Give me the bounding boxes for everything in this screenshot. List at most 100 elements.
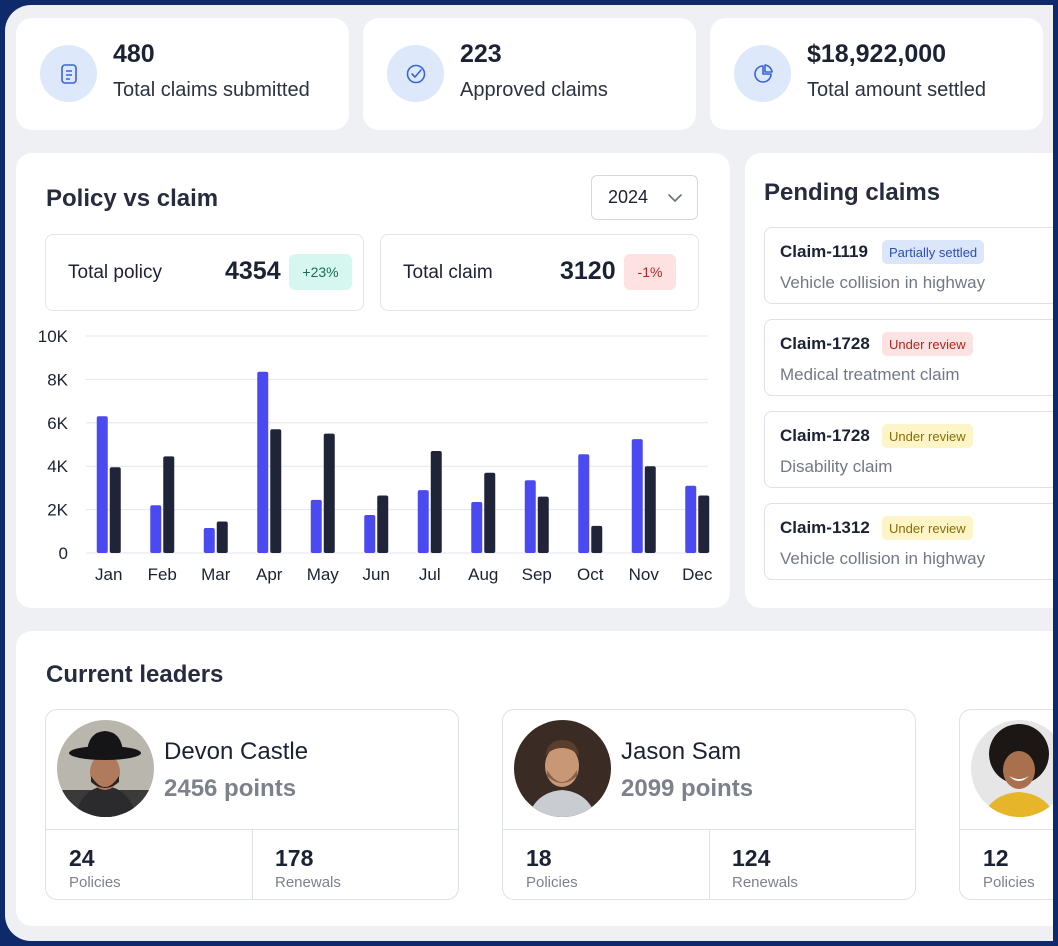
claim-id: Claim-1119 [780, 242, 868, 261]
bar-policy[interactable] [150, 505, 162, 553]
bar-policy[interactable] [257, 371, 269, 553]
bar-claim[interactable] [537, 496, 549, 553]
total-policy-metric: Total policy 4354 +23% [45, 234, 364, 311]
divider [46, 829, 458, 830]
dashboard-frame: 480 Total claims submitted 223 Approved … [5, 5, 1053, 941]
x-tick-label: Sep [522, 565, 552, 584]
x-tick-label: Aug [468, 565, 498, 584]
pending-claims-card: Pending claims Claim-1119 Partially sett… [745, 153, 1053, 608]
stat-label: Total claims submitted [113, 79, 310, 101]
pie-chart-icon [734, 45, 791, 102]
x-tick-label: Mar [201, 565, 231, 584]
policies-count: 18 [526, 845, 552, 871]
bar-claim[interactable] [163, 456, 175, 553]
y-tick-label: 8K [47, 370, 68, 389]
status-badge: Partially settled [882, 240, 985, 264]
divider [709, 830, 710, 899]
stat-card-amount-settled: $18,922,000 Total amount settled [710, 18, 1043, 130]
total-claim-metric: Total claim 3120 -1% [380, 234, 699, 311]
bar-claim[interactable] [484, 472, 496, 553]
leader-card[interactable]: Jason Sam 2099 points 18 Policies 124 Re… [502, 709, 916, 900]
divider [252, 830, 253, 899]
bar-policy[interactable] [685, 485, 697, 553]
divider [503, 829, 915, 830]
section-title: Current leaders [46, 661, 224, 688]
bar-claim[interactable] [270, 429, 282, 553]
bar-policy[interactable] [471, 502, 483, 553]
policy-claim-chart: 10K 8K 6K 4K 2K 0 Jan Feb Mar Apr May Jun Jul Aug Sep O… [16, 318, 730, 598]
claim-description: Disability claim [780, 457, 893, 476]
metric-value: 4354 [225, 257, 281, 285]
x-tick-label: Nov [629, 565, 660, 584]
stat-label: Total amount settled [807, 79, 986, 101]
leader-card[interactable]: Devon Castle 2456 points 24 Policies 178… [45, 709, 459, 900]
x-tick-label: Dec [682, 565, 713, 584]
leader-points: 2456 points [164, 775, 297, 802]
leader-name: Jason Sam [621, 738, 742, 765]
claim-item[interactable]: Claim-1312 Under review Vehicle collisio… [764, 503, 1053, 580]
bar-policy[interactable] [96, 416, 108, 553]
bar-claim[interactable] [644, 466, 656, 553]
policies-count: 24 [69, 845, 95, 871]
policy-vs-claim-card: Policy vs claim 2024 Total policy 4354 +… [16, 153, 730, 608]
claim-item[interactable]: Claim-1728 Under review Medical treatmen… [764, 319, 1053, 396]
x-tick-label: Jun [363, 565, 390, 584]
policies-label: Policies [69, 874, 121, 891]
section-title: Policy vs claim [46, 185, 219, 212]
bar-claim[interactable] [430, 451, 442, 553]
bar-claim[interactable] [698, 495, 710, 553]
bar-policy[interactable] [524, 480, 536, 553]
year-select[interactable]: 2024 [591, 175, 698, 220]
avatar [514, 720, 611, 817]
stat-card-approved-claims: 223 Approved claims [363, 18, 696, 130]
bar-chart: 10K 8K 6K 4K 2K 0 Jan Feb Mar Apr May Jun Jul Aug Sep O… [38, 327, 713, 584]
policies-count: 12 [983, 845, 1009, 871]
bar-policy[interactable] [203, 528, 215, 553]
bar-policy[interactable] [364, 515, 376, 553]
stat-value: 223 [460, 40, 502, 68]
y-tick-label: 6K [47, 414, 68, 433]
avatar [57, 720, 154, 817]
bar-claim[interactable] [109, 467, 121, 553]
avatar [971, 720, 1053, 817]
leader-name: Devon Castle [164, 738, 309, 765]
claim-description: Vehicle collision in highway [780, 549, 986, 568]
bar-policy[interactable] [631, 439, 643, 553]
policies-label: Policies [983, 874, 1035, 891]
x-tick-label: Jul [419, 565, 441, 584]
metric-label: Total policy [68, 262, 162, 283]
stat-value: 480 [113, 40, 155, 68]
bar-claim[interactable] [216, 521, 228, 553]
x-tick-label: Jan [95, 565, 122, 584]
x-tick-label: Oct [577, 565, 604, 584]
claim-item[interactable]: Claim-1119 Partially settled Vehicle col… [764, 227, 1053, 304]
claim-id: Claim-1728 [780, 426, 870, 445]
renewals-label: Renewals [275, 874, 341, 891]
claim-description: Medical treatment claim [780, 365, 960, 384]
renewals-count: 124 [732, 845, 771, 871]
stat-value: $18,922,000 [807, 40, 947, 68]
divider [960, 829, 1053, 830]
claim-item[interactable]: Claim-1728 Under review Disability claim [764, 411, 1053, 488]
renewals-count: 178 [275, 845, 314, 871]
bar-policy[interactable] [578, 454, 590, 553]
policies-label: Policies [526, 874, 578, 891]
bar-claim[interactable] [377, 495, 389, 553]
leader-card[interactable]: 12 Policies [959, 709, 1053, 900]
status-badge: Under review [882, 332, 973, 356]
metric-value: 3120 [560, 257, 616, 285]
claim-description: Vehicle collision in highway [780, 273, 986, 292]
bar-policy[interactable] [310, 499, 322, 553]
x-tick-label: Feb [148, 565, 177, 584]
year-select-value: 2024 [608, 187, 649, 207]
y-tick-label: 0 [59, 544, 68, 563]
bar-claim[interactable] [323, 433, 335, 553]
x-tick-label: Apr [256, 565, 283, 584]
document-icon [40, 45, 97, 102]
metric-label: Total claim [403, 262, 493, 283]
y-tick-label: 10K [38, 327, 69, 346]
leader-points: 2099 points [621, 775, 754, 802]
chevron-down-icon [668, 194, 682, 202]
bar-claim[interactable] [591, 525, 603, 553]
bar-policy[interactable] [417, 490, 429, 553]
